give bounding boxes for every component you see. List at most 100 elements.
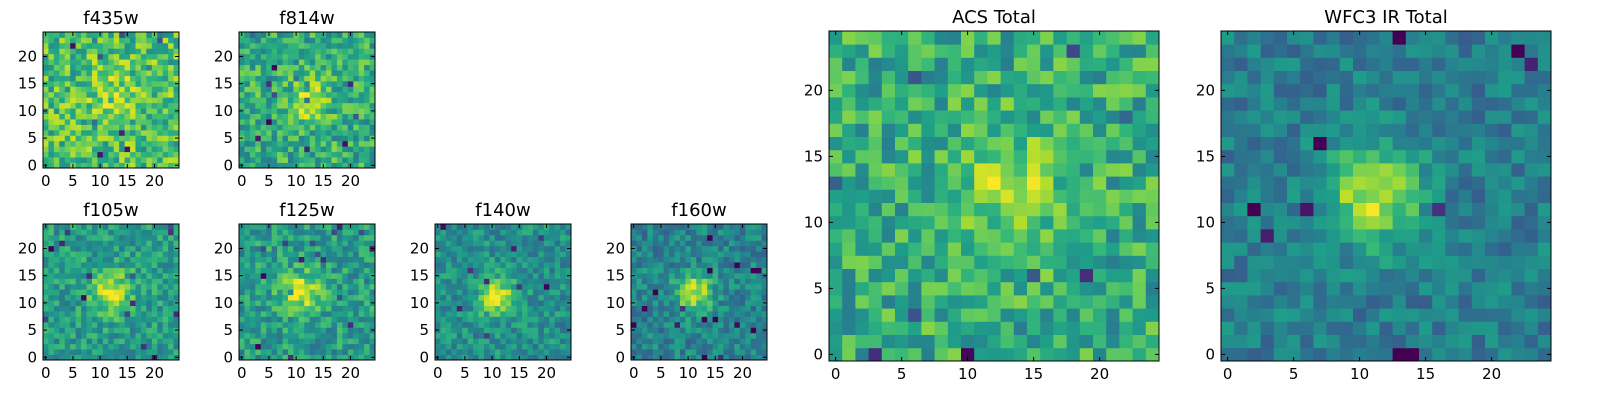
heatmap-cell [511, 305, 517, 312]
heatmap-cell [135, 53, 142, 60]
heatmap-cell [244, 129, 251, 136]
heatmap-cell [293, 278, 300, 285]
heatmap-cell [532, 234, 539, 241]
heatmap-cell [718, 305, 724, 312]
heatmap-cell [761, 332, 768, 339]
heatmap-cell [315, 289, 321, 296]
heatmap-cell [745, 229, 752, 236]
heatmap-cell [326, 332, 332, 339]
heatmap-cell [59, 289, 66, 296]
heatmap-cell [135, 234, 142, 241]
heatmap-cell [1234, 176, 1248, 190]
heatmap-cell [663, 234, 670, 241]
heatmap-cell [353, 48, 360, 55]
heatmap-cell [538, 234, 545, 241]
heatmap-cell [934, 176, 949, 190]
heatmap-cell [320, 343, 327, 350]
heatmap-cell [342, 135, 349, 142]
heatmap-cell [728, 267, 735, 274]
heatmap-cell [277, 234, 283, 241]
heatmap-cell [549, 289, 556, 296]
heatmap-cell [135, 300, 142, 306]
heatmap-cell [48, 129, 55, 136]
heatmap-cell [102, 64, 109, 71]
heatmap-cell [690, 332, 697, 339]
heatmap-cell [353, 86, 360, 93]
heatmap-cell [1079, 136, 1094, 151]
heatmap-cell [1366, 242, 1380, 256]
heatmap-cell [124, 151, 131, 158]
heatmap-cell [947, 163, 962, 177]
heatmap-cell [298, 256, 305, 263]
heatmap-cell [685, 229, 692, 236]
heatmap-cell [868, 334, 883, 349]
heatmap-cell [445, 311, 452, 317]
heatmap-cell [260, 140, 267, 147]
heatmap-cell [1379, 281, 1393, 296]
heatmap-cell [631, 338, 637, 345]
heatmap-cell [855, 110, 869, 124]
heatmap-cell [1432, 215, 1446, 230]
heatmap-cell [1000, 255, 1015, 269]
heatmap-cell [1145, 176, 1160, 190]
heatmap-cell [53, 300, 60, 306]
heatmap-cell [1405, 334, 1420, 349]
heatmap-cell [1013, 31, 1028, 45]
heatmap-cell [1053, 334, 1067, 349]
heatmap-cell [157, 48, 164, 55]
heatmap-cell [140, 86, 147, 93]
heatmap-cell [1379, 229, 1393, 243]
heatmap-cell [260, 251, 267, 258]
heatmap-cell [347, 305, 354, 312]
heatmap-cell [282, 42, 289, 49]
heatmap-cell [53, 349, 60, 355]
heatmap-cell [119, 32, 125, 38]
heatmap-cell [1027, 163, 1041, 177]
heatmap-cell [53, 86, 60, 93]
heatmap-cell [119, 113, 125, 120]
heatmap-cell [712, 262, 719, 268]
heatmap-cell [255, 256, 262, 263]
heatmap-cell [130, 135, 136, 142]
heatmap-cell [440, 338, 447, 345]
heatmap-cell [712, 327, 719, 334]
heatmap-cell [157, 53, 164, 60]
heatmap-cell [331, 327, 338, 334]
heatmap-cell [287, 343, 294, 350]
y-tick-label: 10 [214, 294, 233, 312]
heatmap-cell [921, 110, 935, 124]
heatmap-cell [249, 278, 256, 285]
heatmap-cell [239, 151, 245, 158]
heatmap-cell [505, 234, 512, 241]
heatmap-cell [277, 140, 283, 147]
heatmap-cell [86, 32, 93, 38]
heatmap-cell [718, 294, 724, 301]
heatmap-cell [1079, 268, 1094, 283]
heatmap-cell [921, 44, 935, 58]
heatmap-cell [162, 59, 169, 66]
heatmap-cell [266, 135, 273, 142]
heatmap-cell [1053, 268, 1067, 283]
heatmap-cell [255, 140, 262, 147]
heatmap-cell [549, 283, 556, 290]
heatmap-cell [282, 332, 289, 339]
heatmap-cell [1537, 255, 1552, 269]
heatmap-cell [505, 354, 512, 361]
heatmap-cell [75, 305, 82, 312]
heatmap-cell [1132, 242, 1147, 256]
heatmap-cell [1132, 281, 1147, 296]
heatmap-cell [75, 327, 82, 334]
heatmap-cell [326, 256, 332, 263]
heatmap-cell [320, 283, 327, 290]
heatmap-cell [119, 37, 125, 44]
heatmap-cell [151, 97, 158, 104]
heatmap-cell [881, 281, 896, 296]
heatmap-cell [315, 262, 321, 268]
heatmap-cell [271, 146, 278, 153]
heatmap-cell [48, 289, 55, 296]
heatmap-cell [1471, 229, 1486, 243]
heatmap-cell [1511, 189, 1525, 203]
heatmap-cell [554, 262, 561, 268]
heatmap-cell [881, 97, 896, 111]
heatmap-cell [86, 240, 93, 247]
